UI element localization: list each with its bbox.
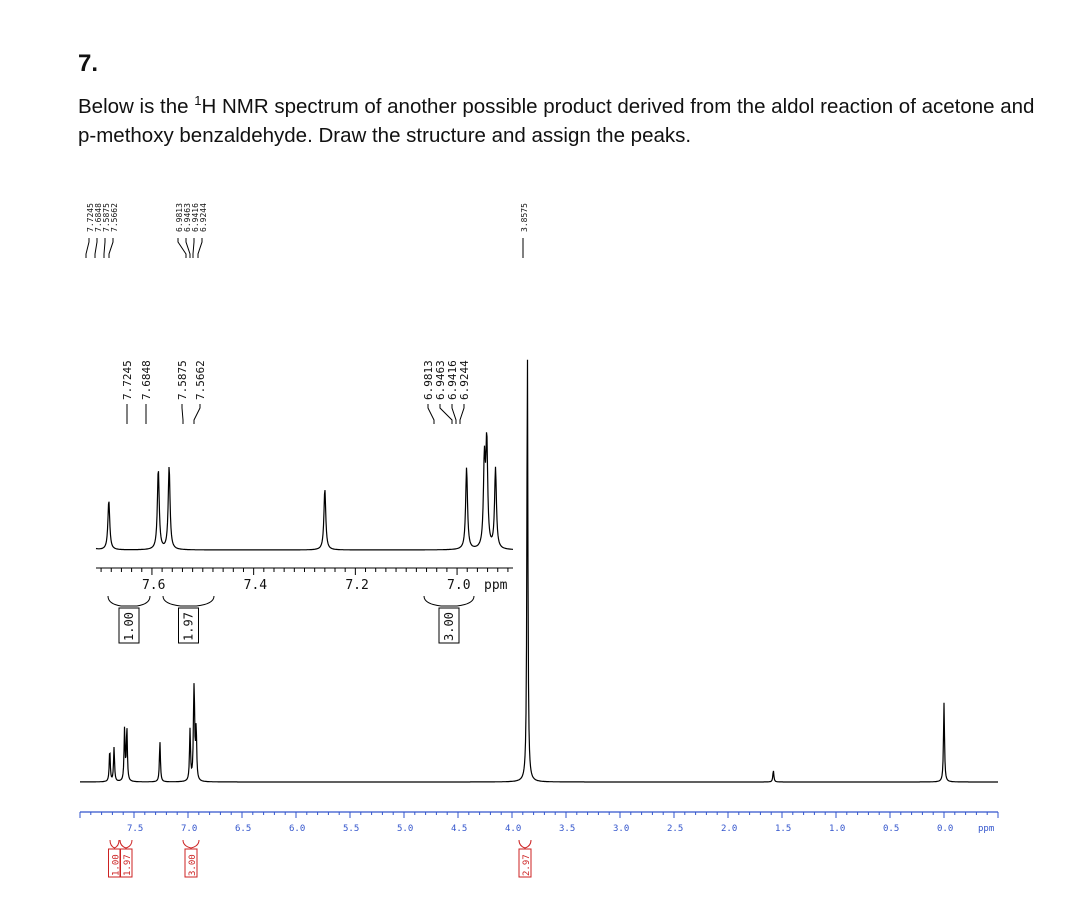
full-integral-bracket: [518, 839, 532, 849]
full-tick-label: 2.0: [721, 824, 737, 834]
full-tick-label: 6.5: [235, 824, 251, 834]
full-tick-label: 4.0: [505, 824, 521, 834]
top-peak-label: 6.9813: [175, 203, 184, 232]
top-peak-label-group: 7.7245 7.6848 7.5875 7.5662 6.9813 6.9463 6.94…: [85, 203, 529, 258]
full-integrals: 1.00 1.97 3.00 2.97: [108, 839, 532, 878]
full-tick-label: 3.5: [559, 824, 575, 834]
full-tick-label: 7.0: [181, 824, 197, 834]
full-integral-box: [119, 848, 133, 878]
top-peak-label: 6.9463: [183, 203, 192, 232]
expanded-integral-box: [438, 607, 460, 644]
top-peak-label: 7.6848: [94, 203, 103, 232]
expanded-peak-label: 7.7245: [121, 360, 134, 400]
top-label-connector: [197, 238, 203, 258]
full-integral-value: 1.00: [112, 854, 122, 876]
expanded-integral-box: [178, 607, 199, 644]
top-label-connector: [177, 238, 187, 258]
full-integral-box: [518, 848, 532, 878]
expanded-tick-label: 7.2: [345, 578, 368, 593]
full-integral-bracket: [182, 839, 200, 849]
full-integral-bracket: [109, 839, 120, 849]
full-tick-label: 0.0: [937, 824, 953, 834]
top-peak-label: 6.9244: [199, 203, 208, 232]
full-tick-label: 4.5: [451, 824, 467, 834]
full-tick-label: 3.0: [613, 824, 629, 834]
top-label-connector: [108, 238, 114, 258]
expanded-label-connector: [193, 404, 201, 424]
top-label-connector: [94, 238, 98, 258]
expanded-integral-bracket: [162, 595, 215, 607]
expanded-peak-label: 6.9416: [446, 360, 459, 400]
top-peak-label: 3.8575: [520, 203, 529, 232]
expanded-label-connector: [439, 404, 453, 424]
full-tick-label: 5.0: [397, 824, 413, 834]
expanded-integral-box: [118, 607, 140, 644]
full-tick-label: 5.5: [343, 824, 359, 834]
expanded-label-connector: [427, 404, 435, 424]
expanded-integral-value: 3.00: [442, 612, 456, 641]
expanded-peak-label: 6.9813: [422, 360, 435, 400]
expanded-peak-label-group: 7.7245 7.6848 7.5875 7.5662 6.9813 6.9463 6.94…: [121, 360, 471, 424]
top-label-connector: [185, 238, 191, 258]
top-peak-label: 7.5662: [110, 203, 119, 232]
top-label-connector: [103, 238, 106, 258]
top-label-connector: [192, 238, 195, 258]
expanded-peak-label: 6.9463: [434, 360, 447, 400]
full-tick-label: 1.5: [775, 824, 791, 834]
question-text-before: Below is the: [78, 94, 195, 118]
full-axis: 7.5 7.0 6.5 6.0 5.5 5.0 4.5 4.0 3.5 3.0 2.5 2.0 1.5 1…: [79, 811, 999, 834]
full-integral-value: 3.00: [188, 854, 198, 876]
full-spectrum: [80, 359, 998, 783]
expanded-peak-label: 6.9244: [458, 360, 471, 400]
top-peak-label: 7.7245: [86, 203, 95, 232]
expanded-spectrum: [95, 432, 513, 551]
expanded-peak-label: 7.5875: [176, 360, 189, 400]
full-spectrum-line: [80, 359, 998, 783]
full-integral-box: [184, 848, 198, 878]
question-number: 7.: [78, 50, 99, 77]
expanded-label-connector: [181, 404, 184, 424]
question-superscript: 1: [194, 93, 202, 108]
expanded-integral-value: 1.00: [122, 612, 136, 641]
top-peak-label: 6.9416: [191, 203, 200, 232]
full-axis-unit: ppm: [978, 824, 994, 834]
expanded-tick-label: 7.4: [244, 578, 268, 593]
expanded-integral-bracket: [107, 595, 151, 607]
top-label-connector: [85, 238, 90, 258]
expanded-label-connector: [459, 404, 465, 424]
expanded-peak-label: 7.5662: [194, 360, 207, 400]
expanded-axis: 7.6 7.4 7.2 7.0 ppm: [96, 567, 513, 593]
full-tick-label: 2.5: [667, 824, 683, 834]
full-integral-bracket: [119, 839, 133, 849]
expanded-integrals: 1.00 1.97 3.00: [107, 595, 475, 644]
expanded-integral-bracket: [423, 595, 475, 607]
full-tick-label: 7.5: [127, 824, 143, 834]
expanded-integral-value: 1.97: [182, 612, 196, 641]
expanded-spectrum-line: [95, 432, 513, 551]
question-text-after: H NMR spectrum of another possible produ…: [78, 94, 1035, 147]
full-integral-value: 2.97: [522, 854, 532, 876]
expanded-axis-unit: ppm: [484, 578, 508, 593]
expanded-label-connector: [451, 404, 457, 424]
expanded-peak-label: 7.6848: [140, 360, 153, 400]
full-tick-label: 0.5: [883, 824, 899, 834]
top-peak-label: 7.5875: [102, 203, 111, 232]
full-integral-value: 1.97: [123, 854, 133, 876]
expanded-tick-label: 7.6: [142, 578, 165, 593]
expanded-tick-label: 7.0: [447, 578, 470, 593]
full-tick-label: 6.0: [289, 824, 305, 834]
question-text: Below is the 1H NMR spectrum of another …: [78, 86, 1038, 150]
full-tick-label: 1.0: [829, 824, 845, 834]
